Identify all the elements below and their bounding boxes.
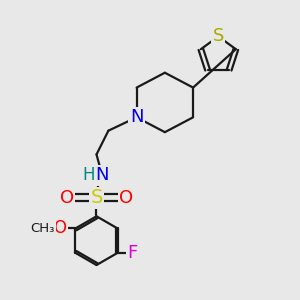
Text: H: H	[82, 166, 94, 184]
Text: O: O	[119, 189, 133, 207]
Text: S: S	[213, 28, 224, 46]
Text: CH₃: CH₃	[31, 222, 55, 235]
Text: N: N	[95, 166, 109, 184]
Text: F: F	[127, 244, 138, 262]
Text: O: O	[60, 189, 74, 207]
Text: S: S	[90, 188, 103, 207]
Text: N: N	[130, 108, 143, 126]
Text: O: O	[53, 220, 66, 238]
